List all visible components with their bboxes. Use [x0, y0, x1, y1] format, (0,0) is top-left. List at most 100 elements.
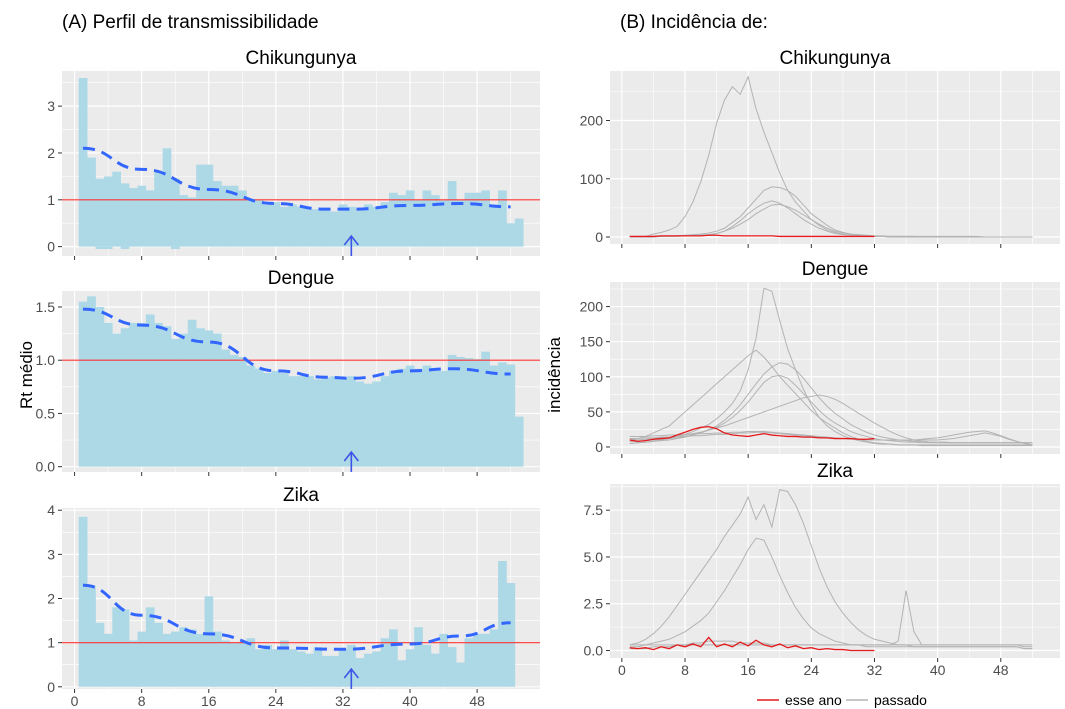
bar-week-20 [238, 642, 247, 687]
bar-week-8 [137, 185, 147, 247]
current-week-arrow [343, 667, 359, 689]
bar-week-14 [187, 319, 197, 467]
bar-week-53 [514, 218, 524, 247]
bar-week-12 [171, 178, 180, 247]
bar-week-41 [414, 199, 423, 247]
y-tick-label: 0.5 [36, 405, 56, 421]
bar-week-27 [296, 376, 306, 467]
y-tick-label: 2.5 [584, 596, 604, 612]
panel-b-zika: Zika 0.0 2.5 5.0 7.5 0 8 16 24 32 40 48 [584, 461, 1060, 678]
bar-week-50 [489, 629, 499, 687]
bar-week-42 [422, 365, 432, 467]
bar-week-24 [271, 649, 281, 687]
smooth-trend-line [82, 307, 511, 380]
bar-week-28 [305, 209, 314, 247]
bar-week-37 [380, 638, 390, 687]
panel-title-a-chikungunya: Chikungunya [246, 48, 357, 69]
bar-week-5 [112, 171, 122, 247]
y-tick-label: 0 [595, 439, 603, 455]
bar-week-30 [321, 377, 331, 467]
past-series-line-6 [629, 430, 1033, 446]
bar-week-22 [254, 199, 264, 247]
bar-week-35 [363, 653, 373, 687]
bar-week-3 [95, 178, 105, 247]
bar-week-38 [389, 192, 398, 247]
bar-week-15 [196, 328, 205, 467]
y-tick-label: 0.0 [584, 643, 604, 659]
bar-week-46 [456, 199, 465, 247]
bar-week-43 [430, 653, 440, 687]
bar-week-9 [145, 314, 155, 467]
bar-week-29 [313, 647, 323, 687]
bar-week-19 [229, 642, 239, 687]
y-tick-label: 4 [47, 502, 55, 518]
bar-week-41 [414, 627, 423, 687]
bar-week-47 [464, 358, 474, 467]
bar-week-43 [430, 368, 440, 467]
bar-week-26 [288, 376, 298, 467]
bar-week-50 [489, 365, 499, 467]
bar-week-36 [372, 206, 381, 247]
bar-week-27 [296, 206, 306, 247]
bar-week-24 [271, 370, 281, 467]
x-tick-label: 48 [993, 662, 1009, 678]
bar-week-37 [380, 376, 390, 467]
smooth-trend-line [82, 583, 511, 651]
y-tick-label: 0 [47, 679, 55, 695]
bar-week-7 [129, 322, 138, 467]
bar-week-49 [481, 190, 490, 247]
bar-week-1 [78, 516, 88, 687]
bar-week-17 [212, 631, 222, 687]
y-tick-label: 3 [47, 98, 55, 114]
bar-week-4 [103, 322, 113, 467]
bar-week-51 [498, 362, 507, 467]
y-tick-label: 200 [580, 113, 604, 129]
bar-week-7 [129, 188, 138, 247]
bar-week-42 [422, 190, 432, 247]
bar-week-10 [154, 171, 163, 247]
bar-week-15 [196, 633, 205, 687]
bar-week-25 [280, 640, 289, 687]
x-tick-label: 32 [867, 662, 883, 678]
y-tick-label: 1.5 [36, 299, 56, 315]
panel-b-dengue: Dengue 0 50 100 150 200 [580, 259, 1060, 458]
bar-week-16 [204, 164, 214, 247]
bar-dip-week-4 [103, 246, 113, 249]
bar-week-7 [129, 640, 138, 687]
bar-week-33 [347, 644, 356, 687]
x-tick-label: 8 [681, 662, 689, 678]
legend-label-esse-ano: esse ano [785, 692, 842, 708]
panel-title-a-dengue: Dengue [268, 268, 335, 289]
x-tick-label: 16 [740, 662, 756, 678]
bar-week-17 [212, 181, 222, 247]
bar-week-34 [355, 381, 365, 467]
x-tick-label: 24 [268, 693, 284, 709]
bar-week-36 [372, 381, 381, 467]
bar-week-44 [439, 199, 449, 247]
y-tick-label: 50 [587, 404, 603, 420]
y-tick-label: 100 [580, 171, 604, 187]
x-tick-label: 16 [201, 693, 217, 709]
y-tick-label: 7.5 [584, 502, 604, 518]
past-series-line-5 [629, 394, 1033, 444]
panels-group: Chikungunya 0 1 2 3 Dengue 0.0 0.5 1.0 1.5 Zika 0 1 2… [36, 48, 1060, 709]
bar-week-8 [137, 322, 147, 467]
legend: esse ano passado [757, 692, 927, 708]
bar-week-23 [263, 204, 272, 247]
bar-week-3 [95, 622, 105, 687]
bar-week-19 [229, 185, 239, 247]
bar-week-13 [179, 627, 189, 687]
y-tick-label: 3 [47, 546, 55, 562]
y-tick-label: 1 [47, 635, 55, 651]
bar-week-9 [145, 190, 155, 247]
y-tick-label: 2 [47, 591, 55, 607]
x-tick-label: 24 [804, 662, 820, 678]
bar-week-34 [355, 658, 365, 687]
bar-week-4 [103, 176, 113, 247]
y-tick-label: 200 [580, 299, 604, 315]
bar-week-45 [447, 647, 457, 687]
y-tick-label: 2 [47, 145, 55, 161]
bar-week-3 [95, 306, 105, 467]
